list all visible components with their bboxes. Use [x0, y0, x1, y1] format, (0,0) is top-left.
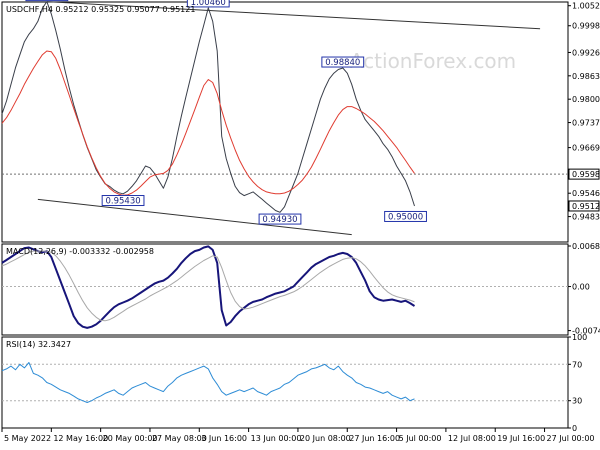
price-series-line — [1, 50, 415, 196]
rsi-series-line — [1, 362, 415, 403]
x-tick-label: 3 Jun 16:00 — [201, 434, 247, 443]
annotation-box — [186, 0, 230, 8]
price-y-tick-label: 0.96695 — [572, 144, 600, 153]
x-tick-label: 5 May 2022 — [4, 434, 51, 443]
rsi-panel-frame — [1, 336, 569, 429]
macd-series-line — [1, 245, 416, 329]
annotation-box — [321, 56, 365, 68]
rsi-y-tick-label: 70 — [572, 360, 582, 369]
x-tick-label: 20 Jun 08:00 — [300, 434, 351, 443]
current-price-box — [568, 200, 600, 212]
annotation-box — [101, 195, 145, 207]
x-tick-label: 12 Jul 08:00 — [448, 434, 496, 443]
rsi-title: RSI(14) 32.3427 — [6, 340, 71, 349]
annotation-box — [258, 213, 302, 225]
watermark-text: ActionForex.com — [350, 49, 516, 73]
rsi-y-tick-label: 30 — [572, 397, 582, 406]
annotation-box — [25, 0, 69, 2]
price-panel-frame — [1, 1, 569, 243]
annotation-box — [384, 210, 427, 222]
price-series-line — [1, 1, 415, 213]
macd-panel-frame — [1, 243, 569, 336]
x-tick-label: 13 Jun 00:00 — [251, 434, 302, 443]
macd-y-tick-label: 0.006861 — [572, 242, 600, 251]
current-price-label: 0.95121 — [572, 202, 600, 211]
trendline — [37, 198, 352, 236]
x-tick-label: 5 Jul 00:00 — [399, 434, 442, 443]
macd-y-tick-label: -0.007454 — [572, 327, 600, 336]
macd-title: MACD(12,26,9) -0.003332 -0.002958 — [6, 247, 154, 256]
x-tick-label: 20 May 00:00 — [103, 434, 158, 443]
macd-y-tick-label: 0.00 — [572, 283, 590, 292]
annotation-label: 0.94930 — [262, 215, 297, 225]
trendline — [46, 1, 541, 30]
x-tick-label: 19 Jul 16:00 — [497, 434, 545, 443]
rsi-y-tick-label: 100 — [572, 333, 587, 342]
price-y-tick-label: 0.95465 — [572, 189, 600, 198]
annotation-label: 0.95430 — [105, 197, 140, 207]
x-tick-label: 27 May 08:00 — [152, 434, 207, 443]
annotation-label: 1.00630 — [29, 0, 64, 2]
annotation-label: 1.00460 — [191, 0, 226, 8]
x-tick-label: 27 Jul 00:00 — [547, 434, 595, 443]
reference-level-box — [568, 168, 600, 180]
price-y-tick-label: 0.94835 — [572, 213, 600, 222]
macd-series-line — [1, 250, 415, 322]
x-tick-label: 12 May 16:00 — [53, 434, 108, 443]
rsi-y-tick-label: 0 — [572, 424, 577, 433]
x-tick-label: 27 Jun 16:00 — [349, 434, 400, 443]
annotation-label: 0.98840 — [325, 58, 360, 68]
price-title: USDCHF,H4 0.95212 0.95325 0.95077 0.9512… — [6, 5, 195, 14]
annotation-label: 0.95000 — [388, 212, 423, 222]
